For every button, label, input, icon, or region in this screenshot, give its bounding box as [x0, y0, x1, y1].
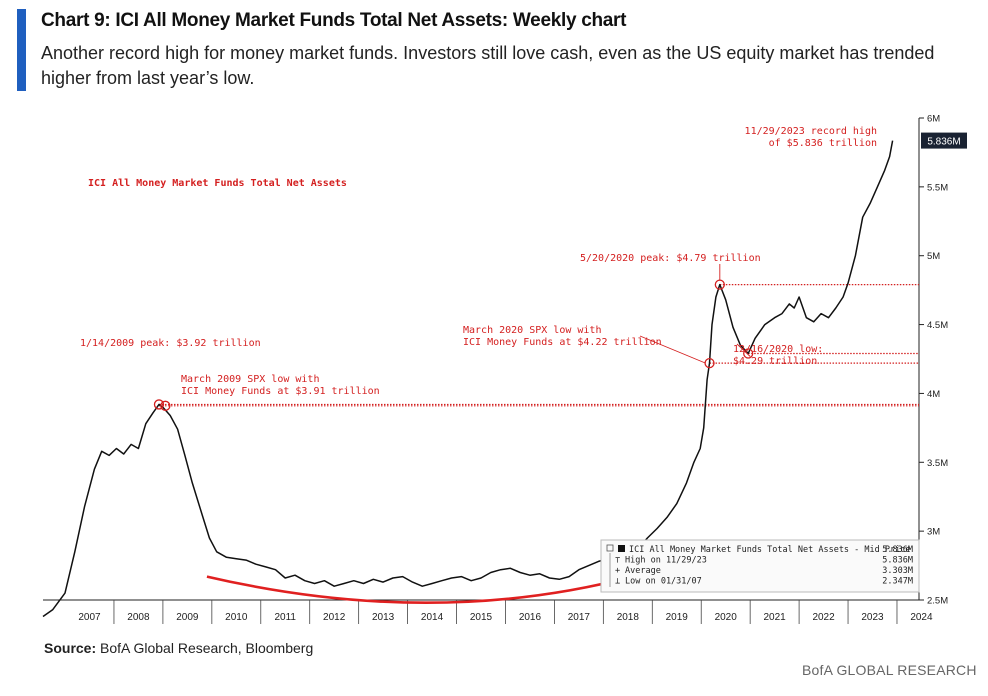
- x-tick-label: 2010: [225, 612, 248, 623]
- x-tick-label: 2023: [861, 612, 884, 623]
- x-tick-label: 2021: [764, 612, 787, 623]
- y-tick-label: 3.5M: [927, 458, 948, 469]
- source-line: Source: BofA Global Research, Bloomberg: [44, 640, 313, 656]
- legend-box: [600, 539, 920, 593]
- legend-row-label: Low on 01/31/07: [625, 577, 702, 587]
- event-marker: [160, 400, 171, 411]
- legend-row-icon: ⊤: [615, 556, 620, 566]
- source-text: BofA Global Research, Bloomberg: [100, 640, 314, 656]
- x-tick-label: 2017: [568, 612, 591, 623]
- y-tick-label: 6M: [927, 114, 940, 125]
- annotation-line: March 2020 SPX low with: [463, 325, 601, 336]
- legend-row-label: High on 11/29/23: [625, 556, 707, 566]
- x-tick-label: 2013: [372, 612, 395, 623]
- last-value-badge: [921, 132, 967, 149]
- plot-area: [43, 118, 919, 600]
- annotation-line: March 2009 SPX low with: [181, 374, 319, 385]
- money-market-line-chart: 2.5M 3M 3.5M 4M 4.5M 5M 5.5M 6M 2007 2008 2009 2010…: [42, 114, 967, 624]
- legend-row-value: 3.303M: [882, 566, 913, 576]
- legend-row-value: 5.836M: [882, 556, 913, 566]
- x-tick-label: 2022: [812, 612, 835, 623]
- annotation: ICI All Money Market Funds Total Net Ass…: [88, 178, 347, 189]
- y-tick-label: 4M: [927, 389, 940, 400]
- y-tick-label: 3M: [927, 527, 940, 538]
- annotation: 11/29/2023 record high of $5.836 trillion: [745, 126, 877, 149]
- leader-line: [639, 335, 706, 364]
- annotation: 5/20/2020 peak: $4.79 trillion: [580, 253, 761, 264]
- legend-row-value: 2.347M: [882, 577, 913, 587]
- x-tick-label: 2011: [274, 612, 296, 623]
- chart-title: Chart 9: ICI All Money Market Funds Tota…: [41, 10, 627, 31]
- x-tick-label: 2018: [617, 612, 640, 623]
- y-tick-label: 4.5M: [927, 320, 948, 331]
- accent-bar: [17, 9, 26, 91]
- annotation-line: ICI All Money Market Funds Total Net Ass…: [88, 178, 347, 189]
- x-tick-label: 2012: [323, 612, 346, 623]
- annotation-line: $4.29 trillion: [733, 356, 817, 367]
- annotation: 1/14/2009 peak: $3.92 trillion: [80, 338, 261, 349]
- y-tick-label: 2.5M: [927, 596, 948, 607]
- legend-swatch: [618, 545, 625, 552]
- legend-row-label: Average: [625, 566, 661, 576]
- annotation-line: of $5.836 trillion: [769, 138, 877, 149]
- x-tick-label: 2009: [176, 612, 199, 623]
- x-tick-label: 2014: [421, 612, 444, 623]
- event-marker: [743, 348, 754, 359]
- brand-label: BofA GLOBAL RESEARCH: [802, 662, 977, 678]
- event-marker: [153, 399, 165, 410]
- chart-subtitle: Another record high for money market fun…: [41, 43, 935, 88]
- x-tick-label: 2024: [910, 612, 933, 623]
- annotation: March 2009 SPX low with ICI Money Funds a…: [181, 374, 380, 397]
- annotation: March 2020 SPX low with ICI Money Funds a…: [463, 325, 662, 348]
- last-value-label: 5.836M: [927, 137, 960, 148]
- y-tick-label: 5M: [927, 251, 940, 262]
- annotation-line: 11/29/2023 record high: [745, 126, 877, 137]
- legend-row-icon: +: [615, 566, 620, 576]
- y-tick-label: 5.5M: [927, 182, 948, 193]
- annotation: 12/16/2020 low: $4.29 trillion: [733, 344, 823, 367]
- trend-arc: [206, 575, 634, 604]
- x-tick-label: 2016: [519, 612, 542, 623]
- annotation-line: ICI Money Funds at $4.22 trillion: [463, 337, 662, 348]
- legend: ICI All Money Market Funds Total Net Ass…: [600, 539, 920, 593]
- x-tick-label: 2015: [470, 612, 493, 623]
- series-line: [42, 140, 894, 618]
- leader-line: [736, 343, 751, 357]
- legend-row-label: ICI All Money Market Funds Total Net Ass…: [629, 545, 910, 555]
- x-tick-label: 2020: [715, 612, 738, 623]
- annotation-line: 1/14/2009 peak: $3.92 trillion: [80, 338, 261, 349]
- annotation-line: 12/16/2020 low:: [733, 344, 823, 355]
- legend-row-icon: ⊥: [615, 577, 620, 587]
- annotation-line: ICI Money Funds at $3.91 trillion: [181, 386, 380, 397]
- source-label: Source:: [44, 640, 97, 656]
- x-tick-label: 2007: [78, 612, 101, 623]
- legend-row-value: 5.836M: [882, 545, 913, 555]
- x-tick-label: 2008: [127, 612, 150, 623]
- x-tick-label: 2019: [666, 612, 689, 623]
- legend-collapse-icon: [606, 544, 614, 552]
- annotation-line: 5/20/2020 peak: $4.79 trillion: [580, 253, 761, 264]
